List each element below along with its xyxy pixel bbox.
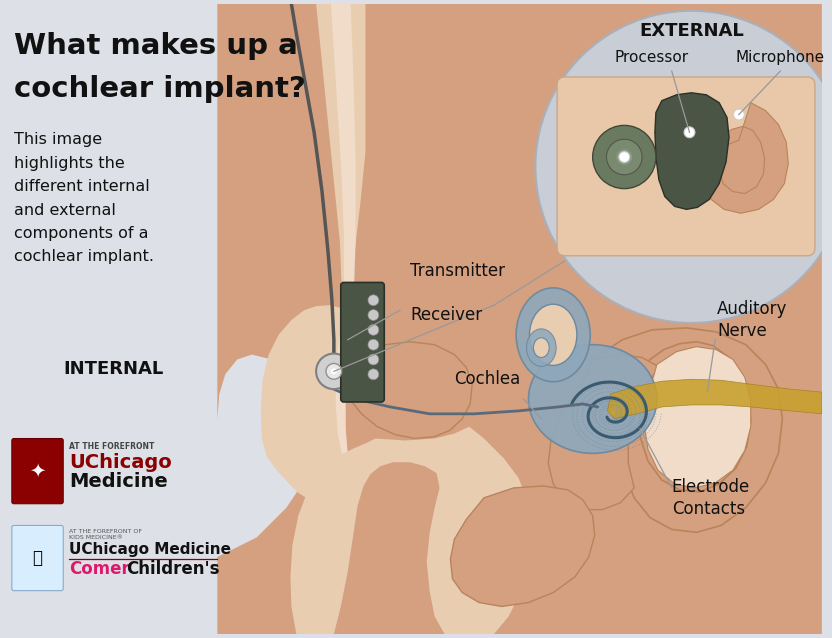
Circle shape: [331, 368, 337, 375]
Text: 🏙: 🏙: [32, 549, 42, 567]
Circle shape: [734, 109, 745, 120]
Text: Comer: Comer: [69, 560, 130, 578]
Text: INTERNAL: INTERNAL: [63, 360, 164, 378]
Ellipse shape: [529, 304, 577, 366]
Circle shape: [607, 139, 642, 175]
Text: UChicago Medicine: UChicago Medicine: [69, 542, 231, 557]
Circle shape: [684, 127, 695, 138]
Text: This image
highlights the
different internal
and external
components of a
cochle: This image highlights the different inte…: [14, 132, 154, 264]
Polygon shape: [450, 486, 595, 607]
FancyBboxPatch shape: [557, 77, 815, 256]
Text: Transmitter: Transmitter: [410, 262, 505, 279]
Circle shape: [368, 354, 379, 365]
Text: Children's: Children's: [126, 560, 220, 578]
Circle shape: [536, 11, 832, 323]
Polygon shape: [655, 93, 729, 209]
Circle shape: [316, 353, 352, 389]
Polygon shape: [342, 342, 473, 438]
Text: AT THE FOREFRONT: AT THE FOREFRONT: [69, 442, 155, 451]
FancyBboxPatch shape: [12, 526, 63, 591]
Polygon shape: [644, 346, 750, 488]
Polygon shape: [592, 328, 782, 532]
Text: Medicine: Medicine: [69, 473, 168, 491]
Polygon shape: [607, 379, 822, 419]
Circle shape: [368, 309, 379, 320]
Ellipse shape: [527, 329, 556, 366]
Polygon shape: [705, 103, 788, 213]
Text: AT THE FOREFRONT OF: AT THE FOREFRONT OF: [69, 529, 144, 534]
Circle shape: [619, 152, 630, 163]
Text: EXTERNAL: EXTERNAL: [639, 22, 744, 40]
Text: Electrode
Contacts: Electrode Contacts: [671, 478, 750, 518]
Ellipse shape: [533, 338, 549, 357]
Ellipse shape: [516, 288, 590, 382]
Text: Cochlea: Cochlea: [454, 370, 521, 389]
Text: ✦: ✦: [29, 462, 46, 480]
Text: KIDS MEDICINE®: KIDS MEDICINE®: [69, 535, 123, 540]
Polygon shape: [548, 355, 660, 510]
Text: What makes up a: What makes up a: [14, 31, 298, 59]
Circle shape: [368, 369, 379, 380]
Circle shape: [368, 339, 379, 350]
Circle shape: [368, 295, 379, 306]
Circle shape: [617, 149, 632, 165]
Circle shape: [592, 126, 656, 189]
Text: Receiver: Receiver: [410, 306, 482, 324]
Circle shape: [368, 325, 379, 336]
Polygon shape: [260, 4, 365, 498]
Text: Processor: Processor: [615, 50, 689, 65]
Ellipse shape: [528, 345, 657, 454]
Text: Microphone: Microphone: [735, 50, 825, 65]
Text: cochlear implant?: cochlear implant?: [14, 75, 305, 103]
Circle shape: [326, 364, 342, 379]
Polygon shape: [217, 4, 822, 634]
FancyBboxPatch shape: [12, 438, 63, 504]
Polygon shape: [290, 427, 533, 634]
FancyBboxPatch shape: [341, 283, 384, 402]
Text: Auditory
Nerve: Auditory Nerve: [717, 300, 788, 340]
Polygon shape: [326, 4, 355, 454]
Text: UChicago: UChicago: [69, 453, 172, 471]
